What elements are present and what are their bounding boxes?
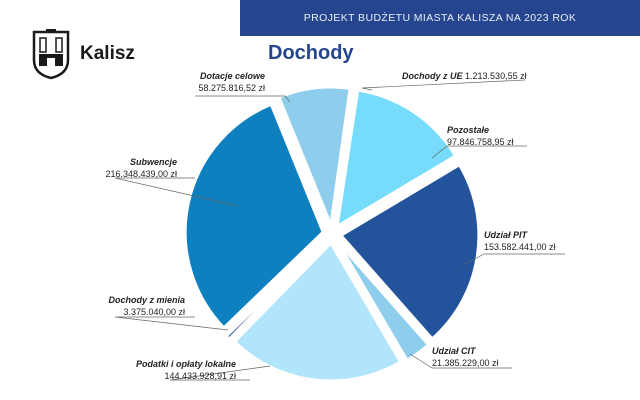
leader-line-7 — [169, 365, 271, 381]
chart-title: Dochody — [268, 42, 354, 64]
leader-line-1 — [361, 79, 526, 91]
leader-line-5 — [114, 316, 229, 331]
banner-text: PROJEKT BUDŻETU MIASTA KALISZA NA 2023 R… — [303, 12, 577, 24]
label-ue: Dochody z UE 1.213.530,55 zł — [402, 71, 527, 81]
leader-line-3 — [114, 177, 239, 207]
pie-slice-7 — [276, 85, 352, 231]
leader-line-6 — [409, 353, 512, 369]
coat-of-arms-icon — [32, 29, 70, 80]
label-dotacje: Dotacje celowe 58.275.816,52 zł — [198, 71, 265, 93]
pie-slice-1 — [335, 88, 458, 230]
label-cit: Udział CIT 21.385.229,00 zł — [432, 346, 499, 368]
label-mienie: Dochody z mienia 3.375.040,00 zł — [108, 295, 185, 317]
pie-slice-2 — [338, 162, 481, 342]
city-logo: Kalisz — [32, 28, 135, 80]
leader-line-0 — [195, 95, 291, 103]
pie-slice-4 — [232, 240, 403, 383]
pie-slice-3 — [335, 240, 431, 363]
leader-line-4 — [461, 253, 565, 267]
label-pozostale: Pozostałe 97.846.758,95 zł — [447, 125, 514, 147]
header-banner: PROJEKT BUDŻETU MIASTA KALISZA NA 2023 R… — [240, 0, 640, 36]
pie-slice-0 — [331, 86, 356, 226]
pie-slice-5 — [224, 239, 327, 342]
label-subwencje: Subwencje 216.348.439,00 zł — [105, 157, 177, 179]
pie-slice-6 — [183, 102, 325, 331]
label-pit: Udział PIT 153.582.441,00 zł — [484, 230, 556, 252]
label-podatki: Podatki i opłaty lokalne 144.433.928,91 z… — [135, 359, 236, 381]
city-name: Kalisz — [80, 43, 135, 64]
leader-line-2 — [431, 145, 527, 159]
